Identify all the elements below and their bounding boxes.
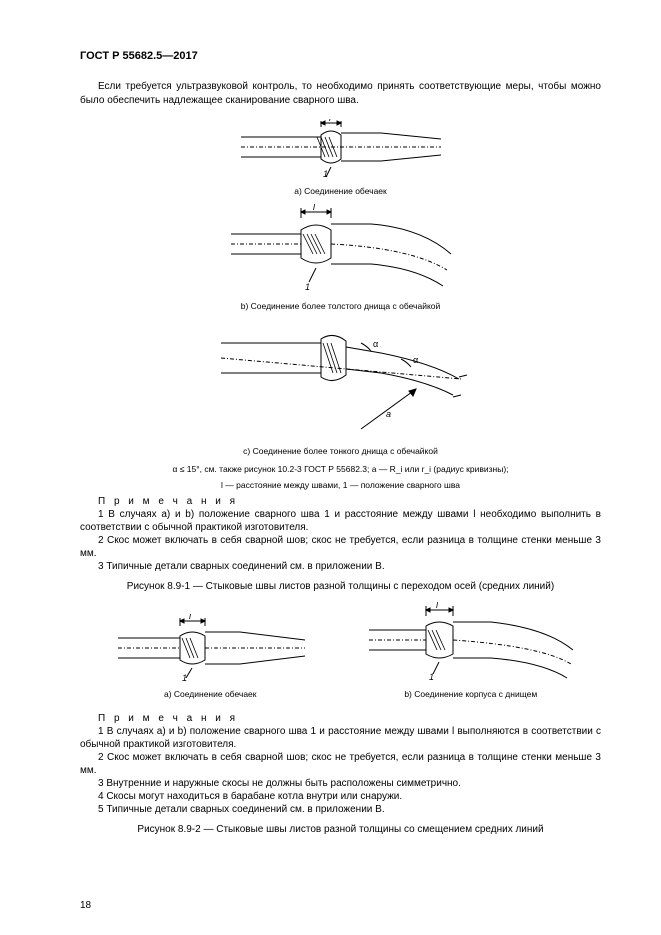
- notes-1-title: П р и м е ч а н и я: [80, 496, 601, 507]
- figure-b-svg: l 1: [221, 204, 461, 294]
- figure-title-1: Рисунок 8.9-1 — Стыковые швы листов разн…: [80, 581, 601, 592]
- label-l-b: l: [313, 204, 316, 212]
- figure-b2: l 1 b) Соединение корпуса с днищем: [341, 602, 602, 707]
- figure-a2-caption: a) Соединение обечаек: [80, 689, 341, 699]
- figure-a2: l 1 a) Соединение обечаек: [80, 614, 341, 707]
- note-1-3: 3 Типичные детали сварных соединений см.…: [80, 560, 601, 573]
- document-header: ГОСТ Р 55682.5—2017: [80, 50, 601, 62]
- figure-c: α α a: [80, 319, 601, 444]
- figure-b: l 1: [80, 204, 601, 299]
- figure-b2-caption: b) Соединение корпуса с днищем: [341, 689, 602, 699]
- note-2-3: 3 Внутренние и наружные скосы не должны …: [80, 777, 601, 790]
- page: ГОСТ Р 55682.5—2017 Если требуется ультр…: [0, 0, 661, 935]
- formula-line-2: l — расстояние между швами, 1 — положени…: [80, 480, 601, 490]
- note-2-2: 2 Скос может включать в себя сварной шов…: [80, 751, 601, 777]
- label-1-b: 1: [305, 282, 310, 292]
- label-alpha1: α: [373, 339, 378, 349]
- label-alpha2: α: [413, 355, 418, 365]
- label-1-a2: 1: [182, 673, 187, 682]
- notes-2-body: 1 В случаях a) и b) положение сварного ш…: [80, 725, 601, 816]
- label-l-b2: l: [436, 602, 439, 610]
- label-a: a: [386, 409, 391, 419]
- figure-b-caption: b) Соединение более толстого днища с обе…: [80, 301, 601, 311]
- label-l: l: [329, 119, 332, 123]
- figure-a2-svg: l 1: [110, 614, 310, 682]
- page-number: 18: [80, 900, 91, 911]
- figure-a-caption: a) Соединение обечаек: [80, 186, 601, 196]
- figure-c-svg: α α a: [211, 319, 471, 439]
- intro-paragraph: Если требуется ультразвуковой контроль, …: [80, 80, 601, 107]
- figure-b2-svg: l 1: [361, 602, 581, 682]
- figure-c-caption: c) Соединение более тонкого днища с обеч…: [80, 446, 601, 456]
- label-l-a2: l: [189, 614, 192, 621]
- figure-row-2: l 1 a) Соединение обечаек: [80, 602, 601, 707]
- figure-a: l 1: [80, 119, 601, 184]
- figure-a-svg: l 1: [231, 119, 451, 179]
- figure-title-2: Рисунок 8.9-2 — Стыковые швы листов разн…: [80, 824, 601, 835]
- note-2-4: 4 Скосы могут находиться в барабане котл…: [80, 790, 601, 803]
- note-2-5: 5 Типичные детали сварных соединений см.…: [80, 803, 601, 816]
- formula-line-1: α ≤ 15°, см. также рисунок 10.2-3 ГОСТ Р…: [80, 464, 601, 474]
- notes-2-title: П р и м е ч а н и я: [80, 713, 601, 724]
- note-1-1: 1 В случаях a) и b) положение сварного ш…: [80, 508, 601, 534]
- label-1: 1: [323, 169, 328, 179]
- note-2-1: 1 В случаях a) и b) положение сварного ш…: [80, 725, 601, 751]
- note-1-2: 2 Скос может включать в себя сварной шов…: [80, 534, 601, 560]
- label-1-b2: 1: [429, 672, 434, 682]
- notes-1-body: 1 В случаях a) и b) положение сварного ш…: [80, 508, 601, 573]
